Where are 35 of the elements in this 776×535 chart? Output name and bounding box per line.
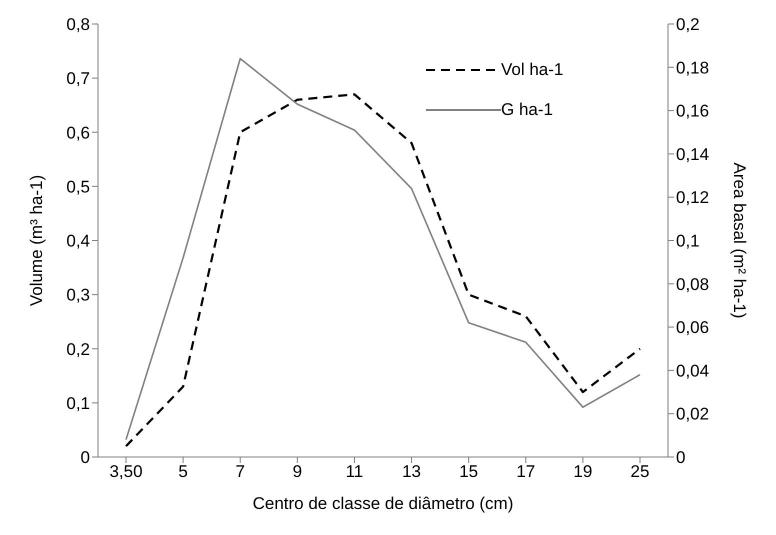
x-tick-label: 25 <box>630 462 650 482</box>
x-tick-label: 11 <box>346 462 364 482</box>
y2-tick-label: 0,06 <box>676 318 710 338</box>
legend-label: Vol ha-1 <box>501 60 564 80</box>
y-axis-title: Volume (m³ ha-1) <box>27 174 46 306</box>
x-axis-title: Centro de classe de diâmetro (cm) <box>252 494 514 513</box>
y2-tick-label: 0,18 <box>676 58 710 78</box>
y2-tick-label: 0,16 <box>676 102 710 121</box>
legend-label: G ha-1 <box>501 100 553 120</box>
y-tick-label: 0,4 <box>66 232 90 251</box>
y-tick-label: 0,2 <box>66 340 90 359</box>
y2-tick-label: 0,2 <box>676 15 700 34</box>
y-tick-label: 0,1 <box>66 394 90 413</box>
x-tick-label: 15 <box>459 462 478 482</box>
x-tick-label: 3,50 <box>109 462 143 482</box>
y2-tick-label: 0,12 <box>676 188 710 208</box>
x-tick-label: 7 <box>235 462 245 482</box>
y-tick-label: 0,6 <box>66 123 90 142</box>
y-tick-label: 0,3 <box>66 286 90 305</box>
y2-tick-label: 0,04 <box>676 361 710 380</box>
y-tick-label: 0,7 <box>66 69 90 88</box>
y2-tick-label: 0,02 <box>676 404 710 424</box>
y2-axis-title: Area basal (m² ha-1) <box>730 162 749 318</box>
y2-tick-label: 0,08 <box>676 274 710 294</box>
y-tick-label: 0 <box>80 448 90 468</box>
x-tick-label: 5 <box>178 462 188 482</box>
x-tick-label: 9 <box>292 462 302 482</box>
x-tick-label: 19 <box>573 462 592 482</box>
y2-tick-label: 0,1 <box>676 232 700 251</box>
x-tick-label: 17 <box>516 462 536 482</box>
y2-tick-label: 0 <box>676 448 686 468</box>
x-tick-label: 13 <box>402 462 422 482</box>
y-tick-label: 0,8 <box>66 15 90 34</box>
y-tick-label: 0,5 <box>66 177 90 196</box>
y2-tick-label: 0,14 <box>676 144 710 164</box>
